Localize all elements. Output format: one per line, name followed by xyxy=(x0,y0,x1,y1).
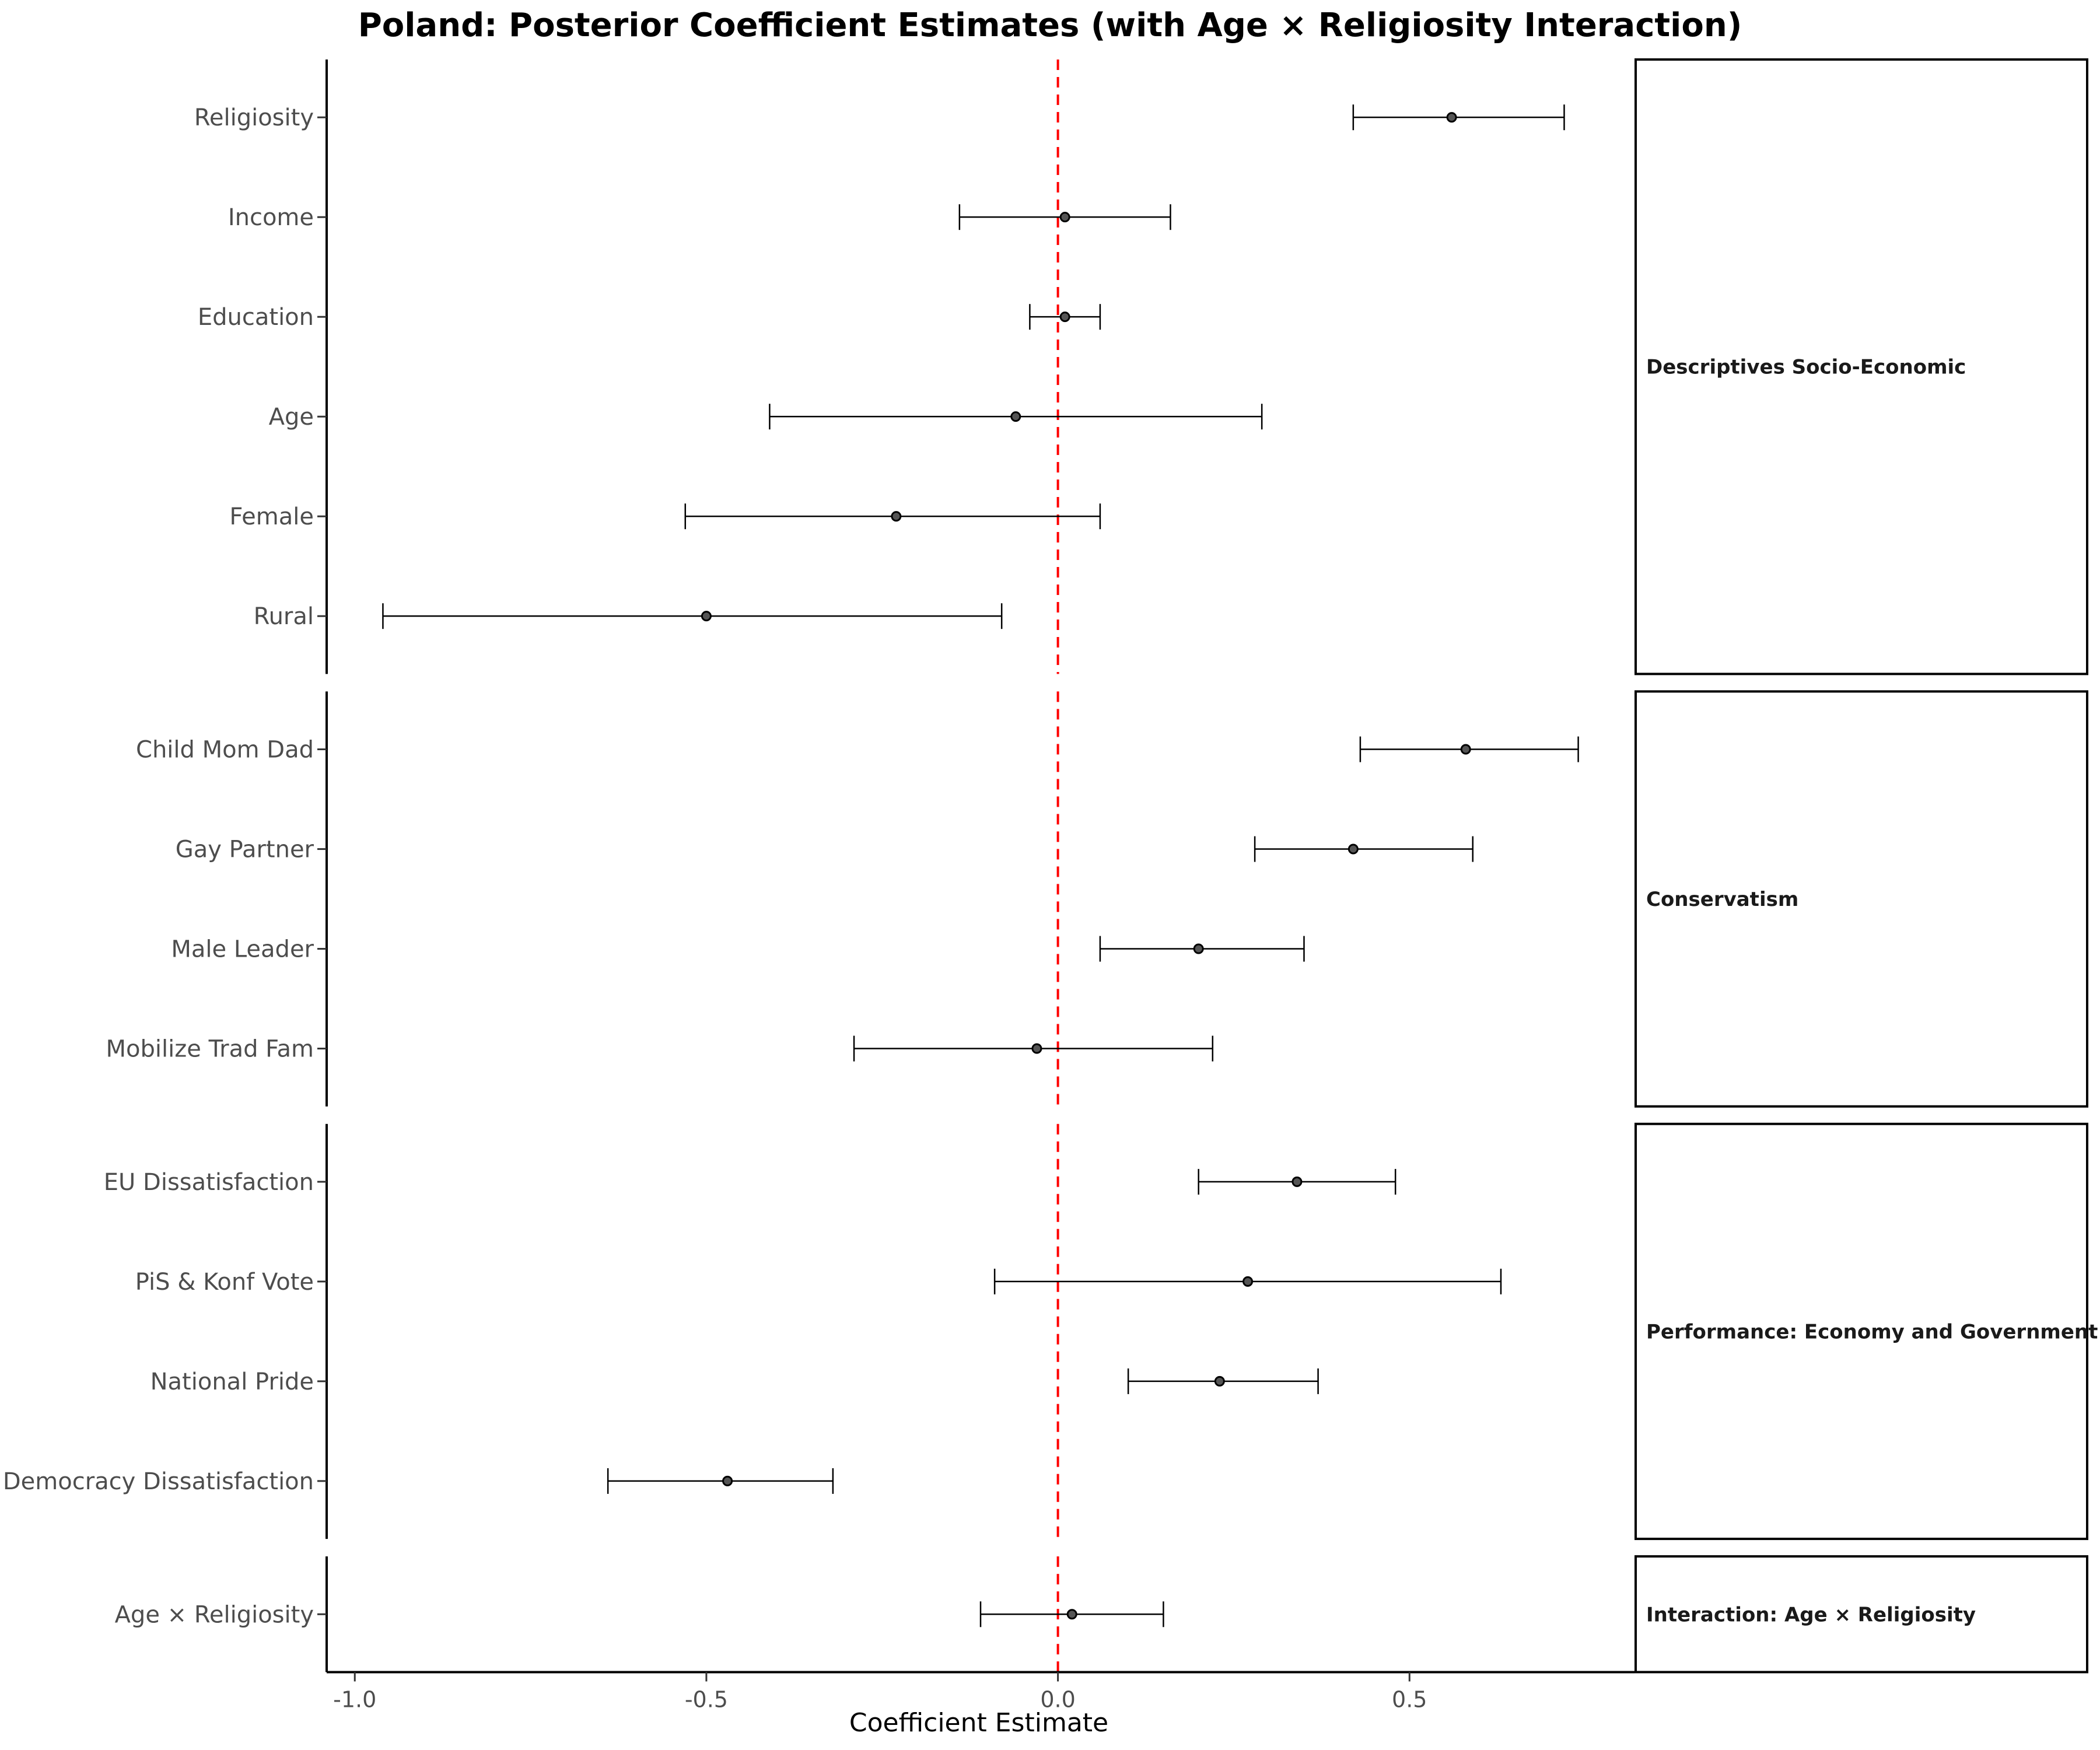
point-estimate xyxy=(1460,744,1471,755)
panels-group: Descriptives Socio-Economic Religiosity In… xyxy=(3,58,2098,1674)
x-axis: -1.0 -0.5 0.0 0.5 xyxy=(327,1671,1634,1712)
point-estimate xyxy=(1214,1376,1225,1387)
coef-row-mobilize-trad-fam: Mobilize Trad Fam xyxy=(106,1035,1214,1063)
x-tick-label: -0.5 xyxy=(685,1686,728,1712)
point-estimate xyxy=(1193,943,1204,954)
coef-row-rural: Rural xyxy=(254,603,1003,630)
coef-row-age-religiosity: Age × Religiosity xyxy=(115,1601,1164,1628)
y-tick-label: Rural xyxy=(254,603,314,630)
y-tick-label: EU Dissatisfaction xyxy=(104,1169,314,1196)
coef-row-gay-partner: Gay Partner xyxy=(176,836,1474,863)
point-estimate xyxy=(1059,312,1070,323)
point-estimate xyxy=(1010,411,1021,422)
panel-interaction-age-religiosity: Interaction: Age × Religiosity Age × Reli… xyxy=(115,1555,2088,1674)
facet-strip-box xyxy=(1634,58,2088,676)
y-tick-label: Democracy Dissatisfaction xyxy=(3,1468,314,1495)
facet-strip-box xyxy=(1634,690,2088,1108)
coef-row-national-pride: National Pride xyxy=(150,1368,1319,1395)
coef-row-eu-dissatisfaction: EU Dissatisfaction xyxy=(104,1168,1396,1196)
panel-descriptives-socio-economic: Descriptives Socio-Economic Religiosity In… xyxy=(194,58,2088,676)
y-tick-label: Age × Religiosity xyxy=(115,1601,314,1628)
coef-row-female: Female xyxy=(229,503,1101,530)
coef-row-child-mom-dad: Child Mom Dad xyxy=(136,736,1579,764)
y-tick-label: Gay Partner xyxy=(176,836,314,863)
coef-row-pis-konf-vote: PiS & Konf Vote xyxy=(135,1268,1502,1296)
coef-row-male-leader: Male Leader xyxy=(171,936,1305,963)
y-tick-label: Female xyxy=(229,503,314,530)
facet-strip-label: Interaction: Age × Religiosity xyxy=(1646,1603,1976,1626)
point-estimate xyxy=(1348,844,1359,855)
point-estimate xyxy=(722,1475,733,1486)
point-estimate xyxy=(1066,1609,1077,1620)
coef-row-income: Income xyxy=(228,204,1171,231)
y-tick-label: Child Mom Dad xyxy=(136,737,314,764)
coef-row-education: Education xyxy=(198,304,1101,331)
facet-strip-label: Performance: Economy and Government xyxy=(1646,1320,2098,1343)
facet-strip-label: Conservatism xyxy=(1646,888,1798,911)
coef-row-democracy-dissatisfaction: Democracy Dissatisfaction xyxy=(3,1468,834,1495)
point-estimate xyxy=(701,611,712,622)
point-estimate xyxy=(891,511,902,522)
chart-title: Poland: Posterior Coefficient Estimates … xyxy=(358,6,1742,44)
y-tick-label: Male Leader xyxy=(171,936,314,963)
point-estimate xyxy=(1031,1043,1042,1054)
x-tick-label: -1.0 xyxy=(333,1686,376,1712)
facet-strip-label: Descriptives Socio-Economic xyxy=(1646,356,1966,379)
point-estimate xyxy=(1242,1276,1254,1287)
y-tick-label: Religiosity xyxy=(194,104,314,131)
panel-conservatism: Conservatism Child Mom Dad Gay Partner Male… xyxy=(106,690,2088,1108)
point-estimate xyxy=(1059,212,1070,223)
facet-strip-box xyxy=(1634,1122,2088,1541)
point-estimate xyxy=(1292,1176,1303,1187)
x-tick-label: 0.0 xyxy=(1040,1686,1075,1712)
y-tick-label: Education xyxy=(198,304,314,331)
y-tick-label: Age xyxy=(269,404,314,430)
y-tick-label: Mobilize Trad Fam xyxy=(106,1036,314,1063)
facet-strip-box xyxy=(1634,1555,2088,1674)
panel-performance-economy-and-government: Performance: Economy and Government EU Di… xyxy=(3,1122,2098,1541)
point-estimate xyxy=(1446,112,1457,123)
x-axis-title: Coefficient Estimate xyxy=(849,1708,1108,1738)
y-tick-label: Income xyxy=(228,204,314,231)
y-tick-label: PiS & Konf Vote xyxy=(135,1269,314,1296)
x-tick-label: 0.5 xyxy=(1392,1686,1427,1712)
y-tick-label: National Pride xyxy=(150,1368,314,1395)
coef-row-religiosity: Religiosity xyxy=(194,104,1565,131)
coef-row-age: Age xyxy=(269,404,1263,430)
